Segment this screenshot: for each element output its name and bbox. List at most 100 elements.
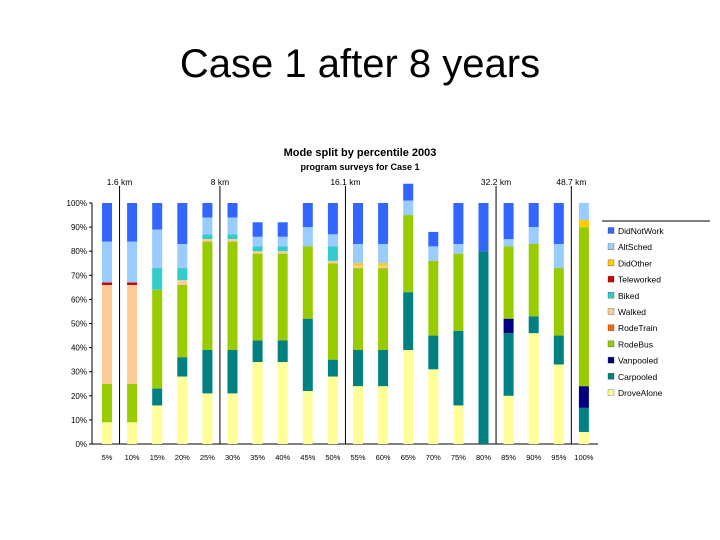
bar-segment-altsched [428, 246, 439, 261]
bar-segment-rodebus [353, 268, 363, 351]
bar-segment-didother [578, 219, 589, 228]
y-tick-label: 60% [71, 295, 87, 304]
bar-segment-carpooled [478, 251, 489, 444]
bar-segment-carpooled [202, 350, 213, 394]
bar-segment-walked [227, 239, 238, 242]
legend-label: RodeTrain [618, 323, 658, 333]
bar-segment-altsched [503, 239, 514, 247]
legend-swatch [607, 340, 615, 348]
bar-segment-altsched [578, 203, 589, 220]
bar-segment-rodebus [227, 241, 238, 351]
legend-label: DidOther [618, 258, 652, 268]
bar-segment-carpooled [177, 357, 188, 377]
bar-segment-drovealone [503, 395, 514, 444]
bar-segment-didnotwork [478, 203, 489, 252]
x-tick-label: 100% [574, 453, 594, 462]
bar-segment-carpooled [252, 340, 263, 363]
bar-segment-carpooled [553, 335, 564, 365]
x-tick-label: 45% [300, 453, 315, 462]
bar-segment-rodebus [428, 260, 439, 336]
x-tick-label: 50% [325, 453, 340, 462]
bar-segment-rodebus [453, 253, 464, 331]
bar-segment-biked [227, 234, 238, 240]
bar-segment-didnotwork [227, 203, 238, 218]
chart-title: Mode split by percentile 2003 [284, 147, 437, 159]
bar-segment-drovealone [378, 386, 389, 444]
bar-segment-altsched [277, 236, 288, 247]
bar-segment-drovealone [152, 405, 163, 444]
legend-label: Walked [618, 307, 646, 317]
bar-segment-altsched [102, 241, 112, 283]
bar-segment-drovealone [102, 422, 112, 444]
distance-marker-label: 1.6 km [107, 177, 133, 187]
legend-swatch [607, 308, 615, 315]
legend-label: AltSched [618, 242, 652, 252]
legend-label: Carpooled [618, 372, 657, 382]
bar-segment-drovealone [578, 431, 589, 444]
x-tick-label: 85% [501, 453, 516, 462]
bars [102, 183, 589, 444]
y-tick-label: 20% [71, 392, 87, 401]
bar-segment-altsched [327, 234, 338, 247]
bar-segment-altsched [378, 243, 389, 264]
bar-segment-didnotwork [528, 203, 539, 228]
y-tick-label: 80% [71, 247, 87, 256]
bar-segment-carpooled [277, 340, 288, 363]
bar-segment-biked [277, 246, 288, 252]
y-tick-label: 30% [71, 368, 87, 377]
bar-segment-drovealone [177, 376, 188, 444]
x-tick-label: 70% [426, 453, 441, 462]
chart-subtitle: program surveys for Case 1 [300, 162, 419, 172]
x-tick-label: 30% [225, 453, 240, 462]
bar-segment-drovealone [127, 422, 138, 444]
x-tick-label: 20% [175, 453, 190, 462]
bar-segment-rodebus [578, 227, 589, 387]
bar-segment-altsched [453, 243, 464, 254]
legend-label: DroveAlone [618, 388, 663, 398]
bar-segment-didnotwork [503, 203, 514, 240]
bar-segment-didnotwork [252, 222, 263, 237]
bar-segment-teleworked [102, 282, 112, 285]
legend-swatch [607, 373, 615, 380]
y-tick-label: 70% [71, 271, 87, 280]
x-tick-label: 5% [102, 453, 113, 462]
bar-segment-walked [177, 280, 188, 285]
bar-segment-carpooled [227, 350, 238, 394]
bar-segment-didnotwork [302, 203, 313, 228]
distance-marker-label: 8 km [211, 177, 229, 187]
bar-segment-drovealone [302, 390, 313, 444]
bar-segment-walked [327, 260, 338, 264]
bar-segment-carpooled [353, 350, 363, 387]
x-tick-label: 35% [250, 453, 265, 462]
y-tick-label: 10% [71, 416, 87, 425]
distance-markers: 1.6 km 8 km 16.1 km 32.2 km 48.7 km [107, 177, 586, 444]
distance-marker-label: 48.7 km [556, 177, 586, 187]
bar-segment-altsched [152, 229, 163, 269]
bar-segment-didother [353, 263, 363, 266]
bar-segment-carpooled [152, 388, 163, 406]
bar-segment-drovealone [428, 369, 439, 444]
bar-segment-rodebus [202, 241, 213, 351]
bar-segment-didother [378, 263, 389, 266]
bar-segment-didnotwork [177, 203, 188, 244]
bar-segment-walked [202, 239, 213, 242]
x-tick-label: 55% [350, 453, 365, 462]
bar-segment-biked [252, 246, 263, 252]
bar-segment-walked [277, 251, 288, 254]
bar-segment-drovealone [403, 350, 414, 444]
bar-segment-didnotwork [202, 203, 213, 218]
bar-segment-altsched [202, 217, 213, 235]
bar-segment-didnotwork [327, 203, 338, 235]
bar-segment-rodebus [503, 246, 514, 319]
bar-segment-rodebus [302, 246, 313, 319]
bar-segment-carpooled [403, 292, 414, 351]
bar-segment-carpooled [378, 350, 389, 387]
bar-segment-didnotwork [102, 203, 112, 242]
bar-segment-altsched [353, 243, 363, 264]
bar-segment-vanpooled [578, 386, 589, 408]
bar-segment-drovealone [252, 362, 263, 444]
bar-segment-altsched [127, 241, 138, 283]
bar-segment-biked [327, 246, 338, 261]
bar-segment-vanpooled [503, 318, 514, 334]
legend-swatch [607, 275, 615, 283]
